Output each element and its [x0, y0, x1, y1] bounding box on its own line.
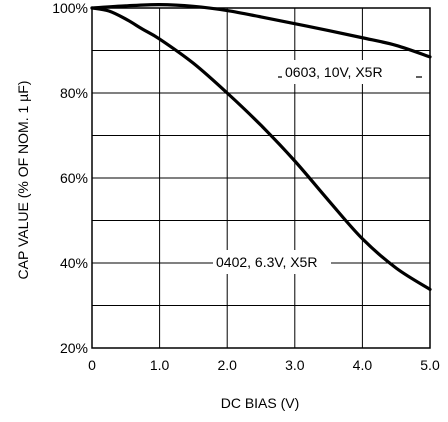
plot-frame [91, 7, 431, 349]
y-tick-label: 80% [60, 85, 88, 101]
x-tick-label: 0 [88, 357, 96, 373]
series-line-0 [90, 2, 432, 59]
grid [91, 7, 431, 349]
y-tick-label: 40% [60, 255, 88, 271]
y-tick-label: 100% [52, 0, 88, 16]
x-tick-label: 2.0 [217, 357, 237, 373]
x-tick-label: 3.0 [285, 357, 305, 373]
annotation-0402-bg [213, 250, 331, 274]
y-tick-label: 20% [60, 340, 88, 356]
y-tick-label: 60% [60, 170, 88, 186]
x-tick-label: 1.0 [150, 357, 170, 373]
series-line-1 [90, 6, 432, 291]
plot-border [91, 7, 431, 349]
tick-labels: 0 1.0 2.0 3.0 4.0 5.0 20% 40% 60% 80% 100% [52, 0, 440, 373]
annotation-0603-label: 0603, 10V, X5R [285, 64, 383, 80]
x-tick-label: 5.0 [420, 357, 440, 373]
annotation-0402-label: 0402, 6.3V, X5R [216, 254, 317, 270]
series-group [90, 2, 432, 291]
annotation-0402: 0402, 6.3V, X5R [213, 250, 331, 274]
x-tick-label: 4.0 [353, 357, 373, 373]
y-axis-label: CAP VALUE (% OF NOM. 1 µF) [15, 81, 31, 280]
annotation-0603: 0603, 10V, X5R [278, 60, 422, 84]
annotation-0603-bg [282, 60, 416, 84]
x-axis-label: DC BIAS (V) [221, 395, 300, 411]
